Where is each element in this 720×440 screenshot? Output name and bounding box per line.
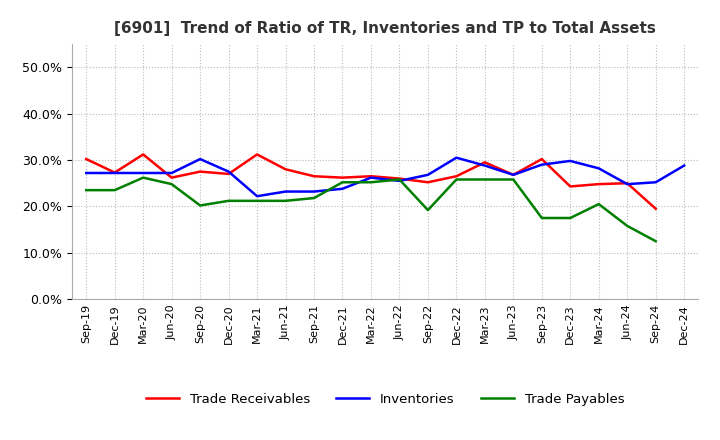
Trade Receivables — [652, 206, 660, 211]
Line: Inventories: Inventories — [86, 158, 684, 196]
Trade Receivables — [282, 167, 290, 172]
Trade Payables — [167, 181, 176, 187]
Trade Receivables — [566, 184, 575, 189]
Inventories — [282, 189, 290, 194]
Trade Receivables — [480, 160, 489, 165]
Trade Payables — [595, 202, 603, 207]
Inventories — [167, 170, 176, 176]
Trade Receivables — [338, 175, 347, 180]
Trade Payables — [366, 180, 375, 185]
Inventories — [566, 158, 575, 164]
Inventories — [196, 157, 204, 162]
Trade Payables — [537, 215, 546, 220]
Inventories — [537, 162, 546, 167]
Inventories — [452, 155, 461, 160]
Inventories — [310, 189, 318, 194]
Trade Payables — [310, 195, 318, 201]
Inventories — [110, 170, 119, 176]
Inventories — [225, 169, 233, 174]
Inventories — [680, 163, 688, 168]
Trade Payables — [196, 203, 204, 208]
Inventories — [652, 180, 660, 185]
Trade Receivables — [310, 174, 318, 179]
Trade Receivables — [595, 181, 603, 187]
Inventories — [509, 172, 518, 177]
Line: Trade Receivables: Trade Receivables — [86, 154, 656, 209]
Inventories — [366, 175, 375, 180]
Trade Payables — [139, 175, 148, 180]
Trade Receivables — [423, 180, 432, 185]
Trade Receivables — [167, 175, 176, 180]
Trade Payables — [395, 177, 404, 182]
Inventories — [253, 194, 261, 199]
Trade Receivables — [395, 176, 404, 181]
Trade Payables — [110, 187, 119, 193]
Trade Receivables — [366, 174, 375, 179]
Trade Receivables — [82, 157, 91, 162]
Trade Receivables — [537, 157, 546, 162]
Trade Payables — [225, 198, 233, 203]
Trade Payables — [452, 177, 461, 182]
Trade Payables — [652, 238, 660, 244]
Trade Payables — [480, 177, 489, 182]
Inventories — [595, 166, 603, 171]
Inventories — [480, 163, 489, 168]
Title: [6901]  Trend of Ratio of TR, Inventories and TP to Total Assets: [6901] Trend of Ratio of TR, Inventories… — [114, 21, 656, 36]
Trade Receivables — [139, 152, 148, 157]
Legend: Trade Receivables, Inventories, Trade Payables: Trade Receivables, Inventories, Trade Pa… — [141, 388, 629, 411]
Trade Receivables — [452, 174, 461, 179]
Trade Receivables — [110, 170, 119, 175]
Trade Payables — [282, 198, 290, 203]
Trade Payables — [509, 177, 518, 182]
Trade Receivables — [225, 171, 233, 176]
Trade Payables — [338, 180, 347, 185]
Trade Receivables — [196, 169, 204, 174]
Trade Payables — [82, 187, 91, 193]
Trade Payables — [423, 208, 432, 213]
Trade Payables — [253, 198, 261, 203]
Inventories — [82, 170, 91, 176]
Inventories — [395, 178, 404, 183]
Trade Receivables — [623, 180, 631, 186]
Inventories — [139, 170, 148, 176]
Inventories — [423, 172, 432, 177]
Trade Payables — [623, 223, 631, 228]
Trade Receivables — [509, 172, 518, 177]
Line: Trade Payables: Trade Payables — [86, 178, 656, 241]
Trade Payables — [566, 215, 575, 220]
Inventories — [623, 181, 631, 187]
Inventories — [338, 186, 347, 191]
Trade Receivables — [253, 152, 261, 157]
